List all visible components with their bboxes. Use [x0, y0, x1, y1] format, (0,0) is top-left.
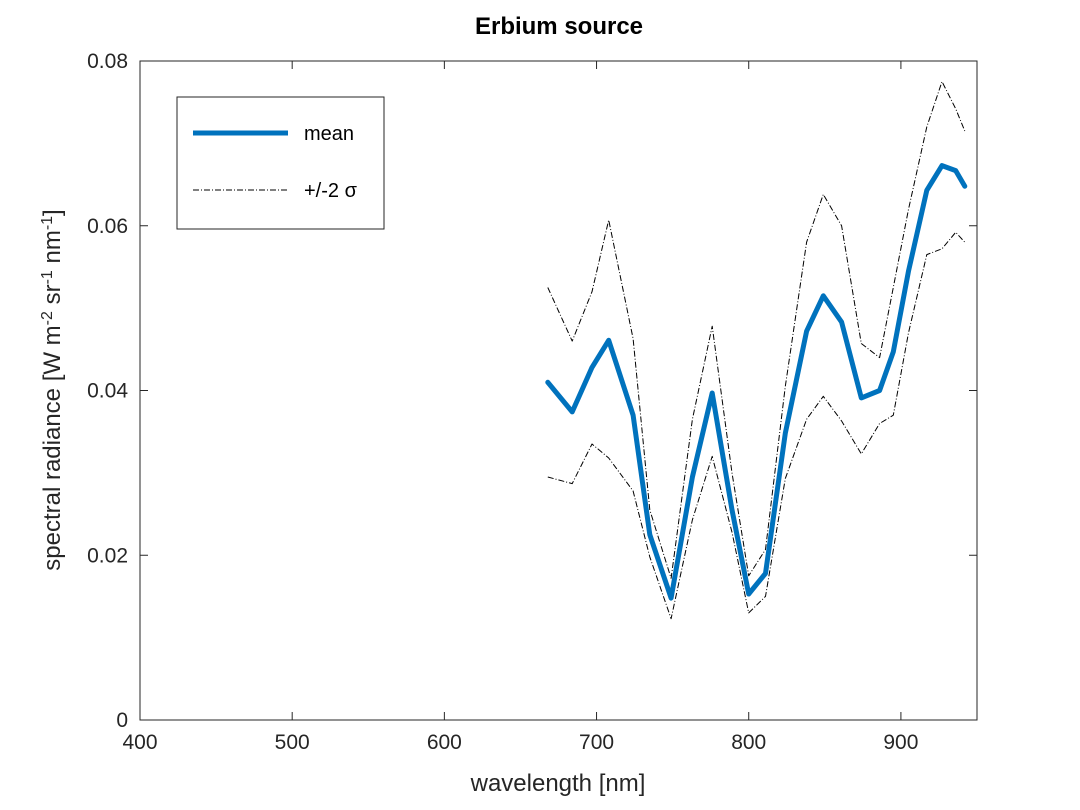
- y-tick-label: 0.04: [87, 380, 128, 403]
- chart-title: Erbium source: [475, 13, 643, 40]
- legend-label-mean: mean: [304, 123, 354, 145]
- x-tick-label: 600: [427, 731, 462, 754]
- series-mean-line: [545, 163, 968, 601]
- x-axis-label: wavelength [nm]: [470, 770, 646, 797]
- series-upper-sigma-line: [547, 81, 966, 579]
- legend-label-sigma: +/-2 σ: [304, 180, 358, 202]
- y-axis-label: spectral radiance [W m-2 sr-1 nm-1]: [39, 209, 67, 570]
- x-tick-label: 700: [579, 731, 614, 754]
- x-tick-label: 500: [275, 731, 310, 754]
- series-layer: [545, 81, 968, 620]
- x-tick-label: 400: [122, 731, 157, 754]
- x-tick-label: 900: [883, 731, 918, 754]
- series-lower-sigma-line: [547, 231, 966, 620]
- x-tick-label: 800: [731, 731, 766, 754]
- legend-box: [176, 96, 385, 230]
- axis-ticks: 400 500 600 700 800 900 0 0.02 0.04 0.06 0.08: [87, 50, 977, 754]
- y-tick-label: 0: [116, 709, 128, 732]
- y-tick-label: 0.08: [87, 50, 128, 73]
- y-tick-label: 0.06: [87, 215, 128, 238]
- legend: mean +/-2 σ: [176, 96, 385, 230]
- y-tick-label: 0.02: [87, 544, 128, 567]
